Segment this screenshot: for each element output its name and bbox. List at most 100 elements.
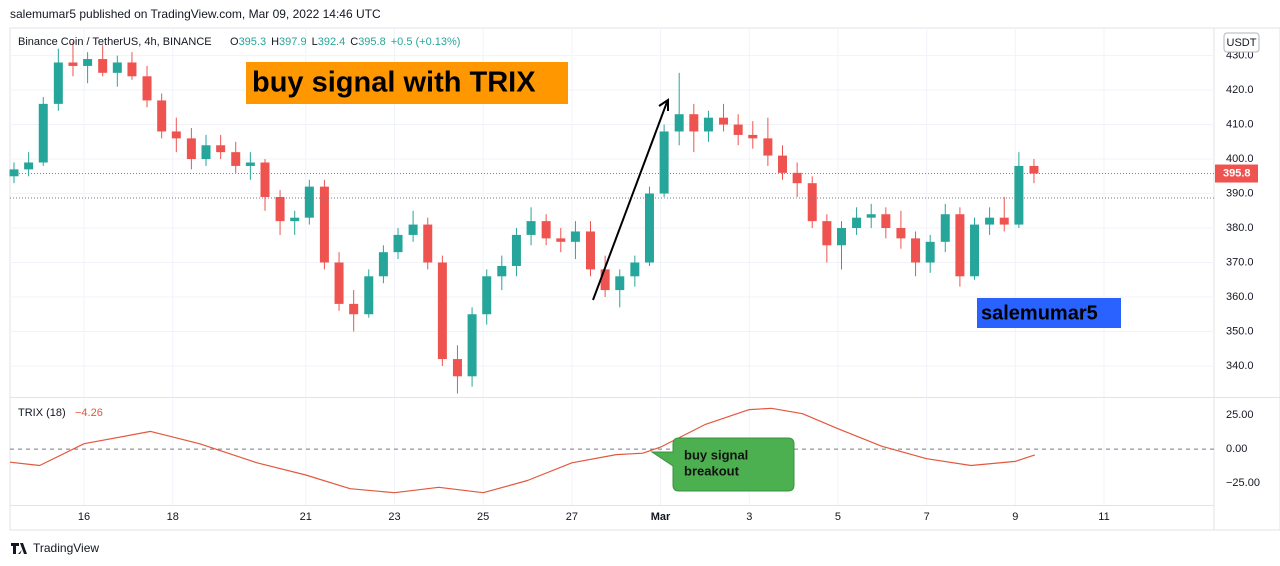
candle-body <box>896 228 906 239</box>
candle-body <box>1029 165 1039 174</box>
candle-body <box>778 155 788 173</box>
title-annotation: buy signal with TRIX <box>252 67 536 99</box>
y-tick-label: 410.0 <box>1226 118 1254 130</box>
change-label: +0.5 (+0.13%) <box>391 36 461 48</box>
candle-body <box>689 114 699 132</box>
x-tick-label: 18 <box>167 511 179 523</box>
candle-body <box>985 217 995 225</box>
x-tick-label: 7 <box>924 511 930 523</box>
candle-body <box>68 62 78 66</box>
candle-body <box>98 59 108 73</box>
y-tick-label: 390.0 <box>1226 187 1254 199</box>
callout-line: buy signal <box>684 447 748 462</box>
candle-body <box>437 262 447 360</box>
x-tick-label: 11 <box>1098 511 1109 523</box>
candle-body <box>570 231 580 242</box>
x-tick-label: Mar <box>651 511 671 523</box>
candle-body <box>171 131 181 139</box>
candle-body <box>334 262 344 304</box>
callout-line: breakout <box>684 463 740 478</box>
currency-button[interactable] <box>1223 32 1260 53</box>
candle-body <box>733 124 743 135</box>
candle-body <box>275 196 285 222</box>
candle-body <box>393 234 403 253</box>
ohlc-key: H <box>271 36 279 48</box>
candle-body <box>836 228 846 246</box>
candle-body <box>157 100 167 132</box>
candle-body <box>511 234 521 266</box>
candle-body <box>541 221 551 239</box>
ohlc-value: 397.9 <box>279 36 307 48</box>
candle-body <box>748 134 758 139</box>
candle-body <box>53 62 63 104</box>
candle-body <box>1014 165 1024 225</box>
candle-body <box>142 76 152 101</box>
candle-body <box>201 145 211 160</box>
ohlc-key: C <box>350 36 358 48</box>
ohlc-key: O <box>230 36 239 48</box>
candle-body <box>644 193 654 263</box>
ohlc-key: L <box>312 36 318 48</box>
candle-body <box>290 217 300 222</box>
candle-body <box>186 138 196 160</box>
last-price-label: 395.8 <box>1223 167 1251 179</box>
candle-body <box>378 252 388 277</box>
candle-body <box>807 183 817 222</box>
candle-body <box>719 117 729 125</box>
candle-body <box>452 359 462 377</box>
footer-brand: TradingView <box>33 541 99 555</box>
currency-label[interactable]: USDT <box>1227 37 1257 49</box>
y-tick-label: 0.00 <box>1226 443 1247 455</box>
candle-body <box>319 186 329 263</box>
candle-body <box>630 262 640 277</box>
candle-body <box>364 276 374 315</box>
arrow-head <box>658 98 669 111</box>
x-tick-label: 25 <box>477 511 489 523</box>
candle-body <box>83 59 93 66</box>
candle-body <box>112 62 122 73</box>
candle-body <box>304 186 314 218</box>
candle-body <box>852 217 862 229</box>
indicator-title: TRIX (18) <box>18 407 66 419</box>
candle-body <box>9 169 19 177</box>
indicator-value: −4.26 <box>75 407 103 419</box>
y-tick-label: 360.0 <box>1226 291 1254 303</box>
logo-mark <box>11 543 27 554</box>
candle-body <box>659 131 669 194</box>
candle-body <box>763 138 773 156</box>
callout-box <box>650 437 795 492</box>
candle-body <box>940 214 950 242</box>
candle-body <box>674 114 684 132</box>
y-tick-label: 340.0 <box>1226 360 1254 372</box>
y-tick-label: 25.00 <box>1226 409 1254 421</box>
candle-body <box>925 241 935 263</box>
candle-body <box>600 269 610 291</box>
x-tick-label: 21 <box>300 511 312 523</box>
published-line: salemumar5 published on TradingView.com,… <box>10 7 381 21</box>
x-tick-label: 5 <box>835 511 841 523</box>
candle-body <box>38 103 48 163</box>
x-tick-label: 3 <box>746 511 752 523</box>
y-tick-label: 370.0 <box>1226 256 1254 268</box>
trend-arrow <box>592 101 668 301</box>
candle-body <box>408 224 418 235</box>
x-tick-label: 23 <box>388 511 400 523</box>
candle-body <box>467 314 477 377</box>
candle-body <box>881 214 891 229</box>
y-tick-label: 350.0 <box>1226 325 1254 337</box>
candle-body <box>24 162 34 170</box>
candle-body <box>792 172 802 184</box>
candle-body <box>955 214 965 277</box>
candle-body <box>423 224 433 263</box>
candle-body <box>216 145 226 153</box>
last-price-box <box>1215 164 1258 183</box>
x-tick-label: 16 <box>78 511 90 523</box>
y-tick-label: 400.0 <box>1226 153 1254 165</box>
candle-body <box>866 214 876 218</box>
candle-body <box>999 217 1009 225</box>
author-box <box>977 298 1121 328</box>
ohlc-value: 395.3 <box>239 36 267 48</box>
candle-body <box>497 265 507 277</box>
